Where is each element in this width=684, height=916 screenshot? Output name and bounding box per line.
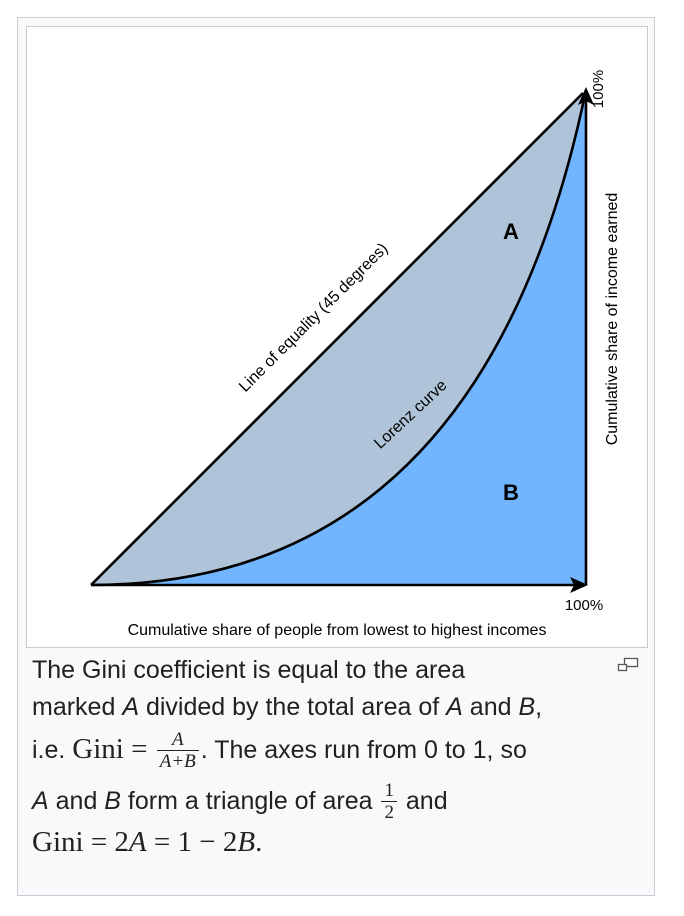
lorenz-diagram: A B Line of equality (45 degrees) Lorenz… [90,70,621,639]
area-b-region [91,90,586,585]
y-axis-label: Cumulative share of income earned [604,193,621,446]
gini-symbol: Gini [72,733,124,766]
caption-line-3: i.e. Gini = A A+B. The axes run from 0 to… [32,729,527,773]
area-b-label: B [503,480,519,505]
x-axis-label: Cumulative share of people from lowest t… [128,622,547,639]
caption-line-2: marked A divided by the total area of A … [32,693,543,721]
area-a-label: A [503,219,519,244]
figure-caption: The Gini coefficient is equal to the are… [32,652,640,862]
caption-line-5: Gini = 2A = 1 − 2B. [32,826,263,858]
gini-diagram-image[interactable]: A B Line of equality (45 degrees) Lorenz… [26,26,648,648]
magnify-clip-icon[interactable] [617,657,639,673]
equality-line [90,92,584,586]
x-max-label: 100% [565,597,603,614]
x-axis-arrowhead [570,577,588,593]
fraction-a-over-a-plus-b: A A+B [156,730,199,773]
y-max-label: 100% [590,70,607,108]
y-axis-arrowhead [578,87,594,105]
caption-line-1: The Gini coefficient is equal to the are… [32,656,466,684]
lorenz-curve-line [90,89,588,587]
